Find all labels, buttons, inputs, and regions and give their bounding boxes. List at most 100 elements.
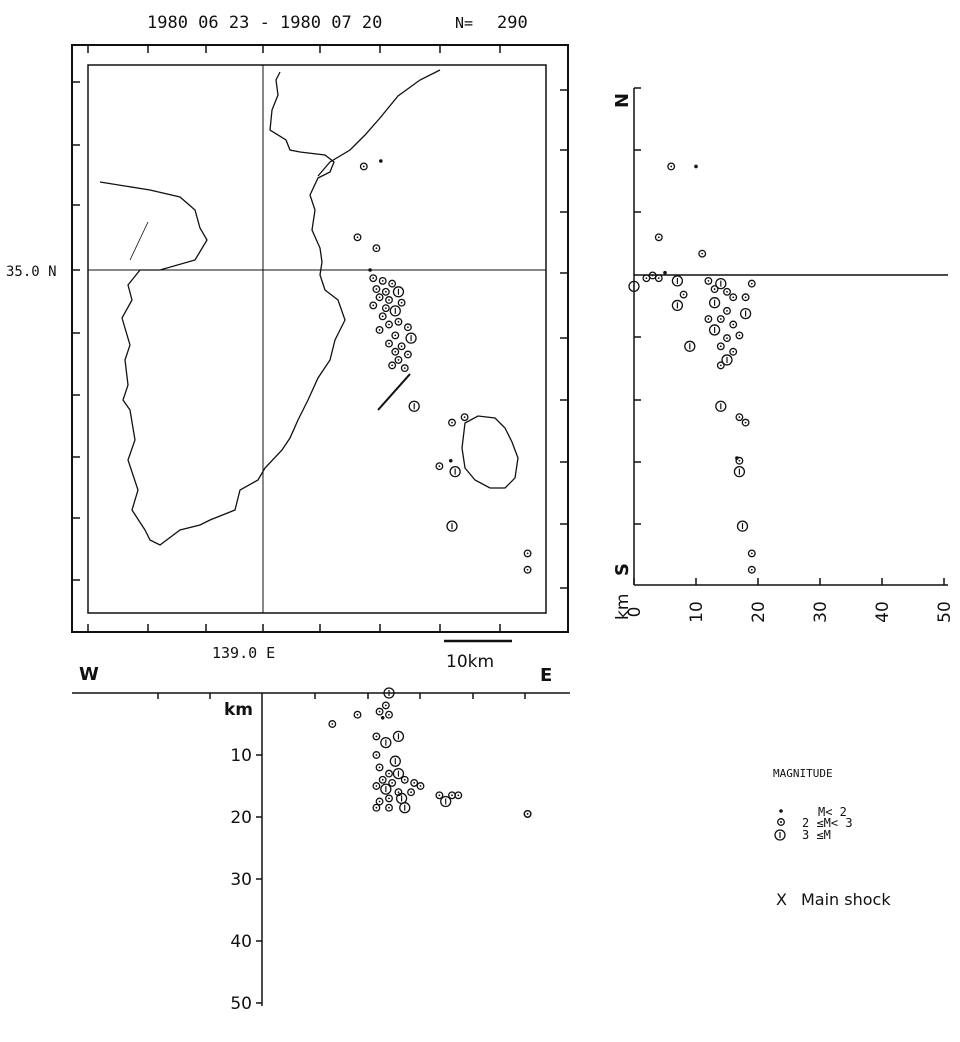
ew-event — [386, 804, 393, 811]
fault-line — [378, 374, 410, 410]
ew-section-tick-labels: 10 20 30 40 50 — [230, 746, 252, 1014]
ew-event — [390, 756, 400, 766]
legend-small-circle-center — [780, 821, 782, 823]
map-event — [390, 306, 400, 316]
ns-depth-tick-label: 20 — [749, 601, 769, 623]
ew-event — [376, 798, 383, 805]
map-events-layer — [354, 159, 531, 573]
main-shock-label: Main shock — [801, 890, 891, 909]
map-event — [405, 351, 412, 358]
ns-event — [705, 278, 712, 285]
map-event — [405, 324, 412, 331]
map-event — [370, 302, 377, 309]
map-event — [461, 414, 468, 421]
ew-event — [386, 711, 393, 718]
ew-depth-unit: km — [224, 700, 253, 720]
map-inner-frame — [88, 65, 546, 613]
ns-event — [742, 419, 749, 426]
ns-event — [738, 521, 748, 531]
map-event — [379, 278, 386, 285]
date-range-title: 1980 06 23 - 1980 07 20 — [147, 13, 382, 33]
map-event — [361, 163, 368, 170]
map-event — [392, 332, 399, 339]
ew-section-ticks — [158, 693, 525, 1003]
ns-event — [694, 165, 698, 169]
ew-depth-tick-label: 40 — [230, 932, 252, 952]
ns-north-label: N — [612, 93, 633, 108]
ew-depth-tick-label: 20 — [230, 808, 252, 828]
map-event — [449, 419, 456, 426]
legend-title: MAGNITUDE — [773, 767, 833, 780]
ew-west-label: W — [79, 664, 99, 685]
ns-event — [736, 414, 743, 421]
map-event — [386, 340, 393, 347]
ew-event — [386, 795, 393, 802]
ns-section-ticks — [634, 88, 944, 585]
ns-event — [730, 348, 737, 355]
ns-event — [741, 309, 751, 319]
count-label: N= — [455, 14, 473, 32]
map-event — [386, 297, 393, 304]
main-shock-symbol: X — [776, 890, 787, 909]
map-event — [376, 294, 383, 301]
ns-event — [730, 294, 737, 301]
ns-event — [680, 291, 687, 298]
ew-event — [397, 793, 407, 803]
coastline-west — [100, 72, 345, 545]
ns-event — [716, 279, 726, 289]
ns-event — [724, 289, 731, 296]
ns-event — [735, 456, 739, 460]
ew-event — [379, 777, 386, 784]
ew-event — [376, 764, 383, 771]
ns-event — [668, 163, 675, 170]
map-event — [379, 159, 383, 163]
map-event — [524, 566, 531, 573]
map-outer-frame — [72, 45, 568, 632]
ns-event — [734, 467, 744, 477]
count-value: 290 — [497, 13, 528, 33]
ns-event — [749, 566, 756, 573]
ew-event — [449, 792, 456, 799]
legend-dot-symbol — [779, 809, 783, 813]
ns-depth-tick-label: 30 — [811, 601, 831, 623]
ns-event — [685, 341, 695, 351]
ew-depth-tick-label: 10 — [230, 746, 252, 766]
ns-event — [705, 316, 712, 323]
island-outline — [462, 416, 518, 488]
ew-event — [383, 702, 390, 709]
ns-event — [724, 308, 731, 315]
map-event — [393, 287, 403, 297]
ns-event — [672, 276, 682, 286]
ew-event — [373, 804, 380, 811]
ew-east-label: E — [540, 665, 552, 686]
ew-event — [381, 716, 385, 720]
legend-item-m-ge-3: 3 ≤M — [802, 828, 831, 842]
ew-event — [401, 777, 408, 784]
map-ticks — [72, 45, 568, 632]
ew-event — [408, 789, 415, 796]
ns-event — [672, 300, 682, 310]
ns-depth-tick-label: 10 — [687, 601, 707, 623]
map-event — [389, 362, 396, 369]
ns-event — [736, 332, 743, 339]
map-event — [398, 299, 405, 306]
ew-event — [400, 803, 410, 813]
ew-event — [381, 738, 391, 748]
lat-35-label: 35.0 N — [6, 264, 57, 280]
ew-event — [417, 783, 424, 790]
lon-139-label: 139.0 E — [212, 644, 275, 662]
map-event — [447, 521, 457, 531]
ew-event — [524, 811, 531, 818]
map-event — [383, 305, 390, 312]
map-event — [409, 401, 419, 411]
map-event — [379, 313, 386, 320]
map-event — [354, 234, 361, 241]
map-event — [376, 327, 383, 334]
map-event — [383, 289, 390, 296]
ns-event — [749, 280, 756, 287]
ns-event — [716, 401, 726, 411]
ns-event — [663, 271, 667, 275]
ns-event — [718, 343, 725, 350]
ew-event — [329, 721, 336, 728]
